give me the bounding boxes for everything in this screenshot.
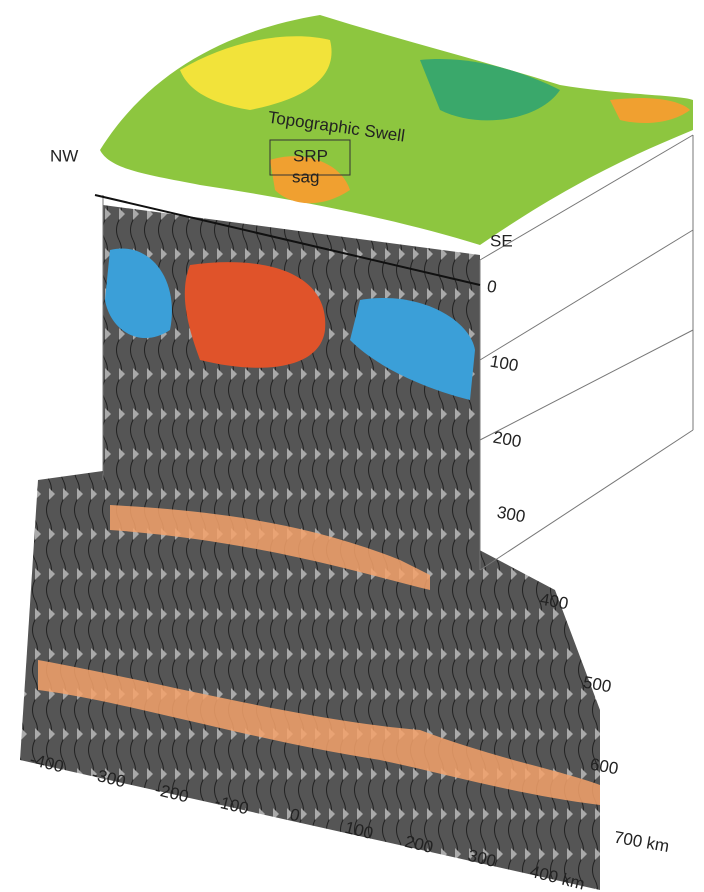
depth-label: 0 [486,277,499,297]
depth-label: 300 [496,503,527,527]
sag-label: sag [292,167,319,186]
depth-label: 700 km [613,828,671,856]
figure: Topographic Swell SRP sag NW SE 01002003… [0,0,704,892]
depth-label: 200 [492,428,523,452]
direction-se: SE [490,231,513,250]
depth-label: 100 [489,352,520,376]
srp-label: SRP [293,146,328,165]
direction-nw: NW [50,146,78,165]
